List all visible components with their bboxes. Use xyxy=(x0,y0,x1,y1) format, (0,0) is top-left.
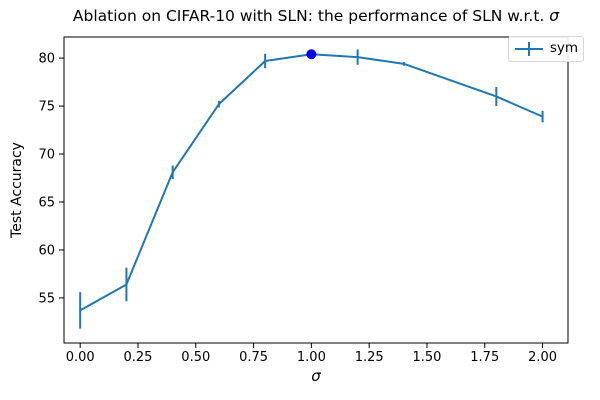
x-tick-label: 0.50 xyxy=(181,350,210,365)
y-tick-label: 80 xyxy=(38,52,55,67)
x-tick-label: 1.25 xyxy=(355,350,384,365)
x-tick-label: 2.00 xyxy=(528,350,557,365)
x-tick-label: 1.50 xyxy=(412,350,441,365)
x-tick-label: 0.00 xyxy=(66,350,95,365)
chart-title: Ablation on CIFAR-10 with SLN: the perfo… xyxy=(64,7,568,25)
y-tick-label: 70 xyxy=(38,148,55,163)
x-tick-label: 0.75 xyxy=(239,350,268,365)
y-tick-label: 55 xyxy=(38,291,55,306)
best-point-marker xyxy=(306,49,317,60)
x-axis-label: σ xyxy=(311,367,321,385)
plot-border xyxy=(63,36,569,344)
y-tick-label: 65 xyxy=(38,195,55,210)
x-tick-label: 1.75 xyxy=(470,350,499,365)
legend-label: sym xyxy=(549,40,578,57)
series-line-sym xyxy=(79,53,544,312)
y-tick-label: 60 xyxy=(38,243,55,258)
y-tick-label: 75 xyxy=(38,100,55,115)
chart-title-text: Ablation on CIFAR-10 with SLN: the perfo… xyxy=(72,7,550,25)
x-tick-label: 0.25 xyxy=(124,350,153,365)
legend-errorbar-icon xyxy=(515,42,543,56)
x-tick-label: 1.00 xyxy=(297,350,326,365)
chart-title-sigma: σ xyxy=(549,7,560,25)
y-axis-label: Test Accuracy xyxy=(9,142,25,238)
legend: sym xyxy=(508,36,584,62)
